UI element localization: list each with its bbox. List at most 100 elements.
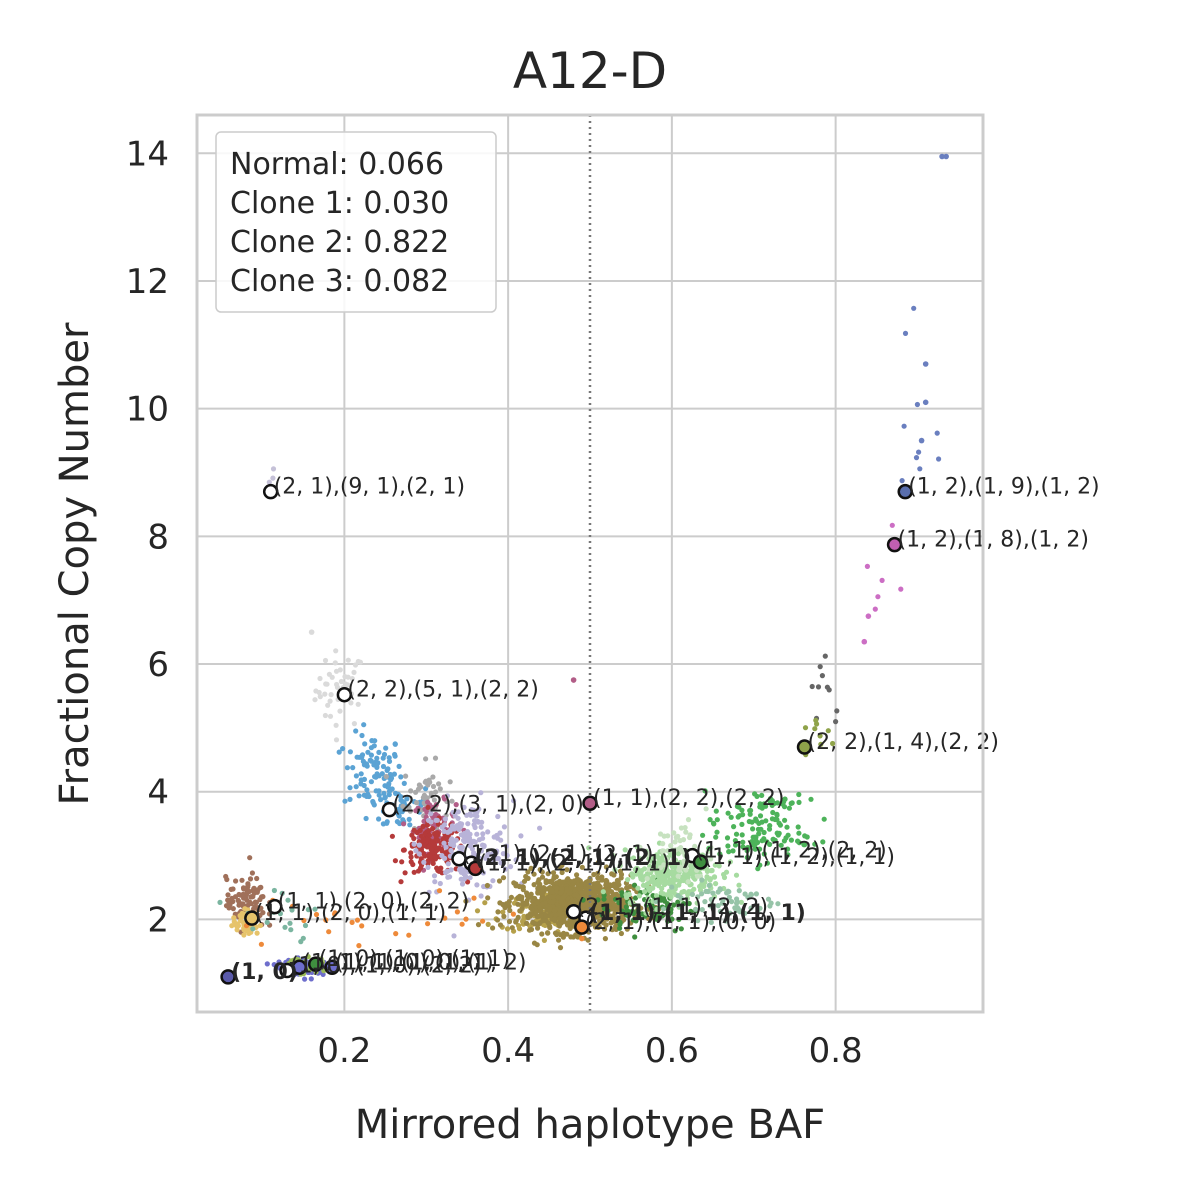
data-point <box>458 876 464 882</box>
data-point <box>517 896 523 902</box>
data-point <box>466 831 472 837</box>
data-point <box>595 860 601 866</box>
data-point <box>264 961 270 967</box>
data-point <box>407 822 413 828</box>
data-point <box>400 847 407 853</box>
data-point <box>774 811 780 818</box>
data-point <box>710 890 716 896</box>
data-point <box>437 786 443 792</box>
data-point <box>637 844 643 850</box>
data-point <box>417 827 423 834</box>
data-point <box>436 845 442 851</box>
data-point <box>425 864 431 871</box>
data-point <box>646 887 653 894</box>
data-point <box>680 874 686 880</box>
data-point <box>550 870 557 876</box>
data-point <box>467 843 473 849</box>
data-point <box>561 918 567 924</box>
data-point <box>421 859 427 865</box>
data-point <box>439 853 445 859</box>
data-point <box>770 809 776 816</box>
data-point <box>474 831 480 837</box>
data-point <box>388 775 395 781</box>
data-point <box>737 909 743 915</box>
data-point <box>694 900 700 906</box>
data-point <box>624 926 630 932</box>
data-point <box>747 808 753 814</box>
data-point <box>554 931 560 937</box>
data-point <box>595 870 601 877</box>
data-point <box>680 837 687 843</box>
data-point <box>770 836 776 842</box>
data-point <box>796 799 802 806</box>
centroid-point <box>291 959 308 976</box>
data-point <box>254 930 260 936</box>
data-point <box>495 909 501 915</box>
data-point <box>524 897 530 904</box>
data-point <box>382 794 388 801</box>
data-point <box>433 802 439 808</box>
data-point <box>400 817 406 823</box>
data-point <box>655 855 662 861</box>
data-point <box>337 708 343 714</box>
data-point <box>644 876 650 882</box>
data-point <box>497 900 503 906</box>
centroid-label: (1, 1),(2, 0),(1, 1) <box>255 901 446 926</box>
data-point <box>392 741 398 747</box>
data-point <box>720 897 726 904</box>
data-point <box>603 864 610 870</box>
data-point <box>875 594 881 600</box>
data-point <box>665 833 671 839</box>
centroid-label: (1, 0) <box>231 960 298 985</box>
data-point <box>917 466 923 472</box>
data-point <box>660 848 667 854</box>
data-point <box>660 841 666 847</box>
data-point <box>591 871 597 878</box>
data-point <box>447 874 453 880</box>
data-point <box>401 821 407 827</box>
data-point <box>368 752 374 758</box>
data-point <box>537 825 543 831</box>
data-point <box>632 934 638 940</box>
data-point <box>707 876 714 882</box>
data-point <box>460 837 467 843</box>
centroid-point <box>324 959 340 976</box>
data-point <box>646 867 652 873</box>
data-point <box>370 800 376 806</box>
data-point <box>732 838 739 844</box>
data-point <box>913 455 920 461</box>
data-point <box>351 721 357 727</box>
data-point <box>501 903 507 909</box>
data-point <box>230 906 236 912</box>
data-point <box>609 906 615 912</box>
data-point <box>683 829 689 835</box>
data-point <box>513 883 519 889</box>
centroid-label: (1, 0),(1, 0),(1, 1) <box>319 947 510 972</box>
data-point <box>725 810 731 816</box>
data-point <box>785 852 791 858</box>
data-point <box>282 924 288 930</box>
data-point <box>217 899 223 906</box>
data-point <box>678 825 685 831</box>
data-point <box>695 918 701 924</box>
data-point <box>769 802 775 809</box>
data-point <box>784 824 790 830</box>
data-point <box>345 682 351 688</box>
data-point <box>708 919 714 926</box>
data-point <box>757 846 763 852</box>
data-point <box>796 830 802 836</box>
data-point <box>707 817 713 823</box>
data-point <box>537 883 543 889</box>
data-point <box>454 909 460 915</box>
data-point <box>359 923 365 929</box>
data-point <box>347 796 353 803</box>
data-point <box>657 831 664 837</box>
data-point <box>506 918 513 925</box>
data-point <box>525 869 531 875</box>
data-point <box>322 691 328 697</box>
data-point <box>426 889 432 895</box>
data-point <box>734 899 740 905</box>
data-point <box>430 826 436 832</box>
data-point <box>241 886 247 892</box>
data-point <box>861 638 868 645</box>
